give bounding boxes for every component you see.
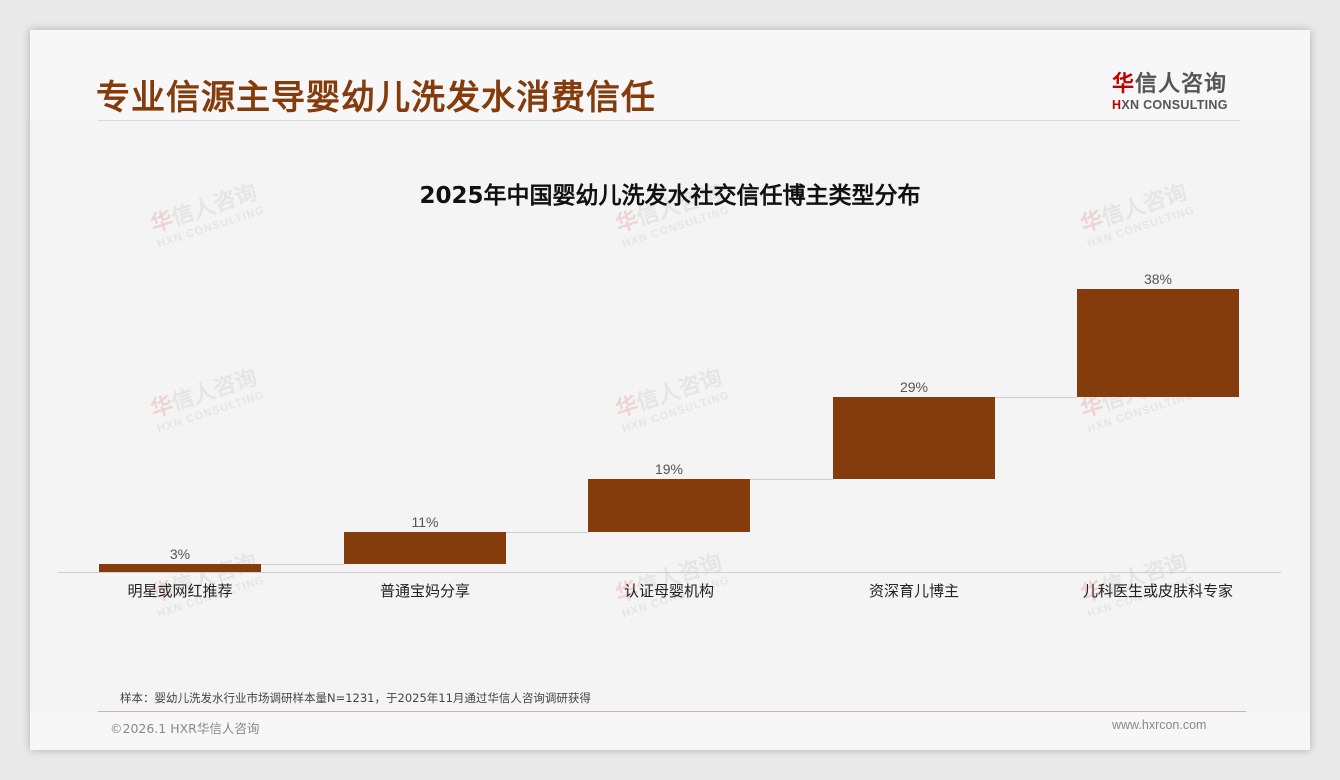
- copyright-text: ©2026.1 HXR华信人咨询: [110, 721, 260, 736]
- bar-1: [99, 563, 261, 572]
- bar-3: [588, 478, 750, 533]
- category-label: 普通宝妈分享: [379, 582, 470, 600]
- logo-en-text: XN CONSULTING: [1121, 98, 1228, 112]
- footer-divider: [98, 711, 1246, 712]
- value-label: 29%: [899, 378, 929, 395]
- category-label: 认证母婴机构: [623, 582, 714, 600]
- title-divider: [98, 120, 1240, 121]
- value-label: 19%: [654, 460, 684, 477]
- website-link[interactable]: www.hxrcon.com: [1112, 718, 1207, 732]
- category-label: 儿科医生或皮肤科专家: [1082, 582, 1233, 600]
- logo-cn-text: 信人咨询: [1135, 72, 1228, 97]
- waterfall-chart: 3% 明星或网红推荐 11% 普通宝妈分享 19% 认证母婴机构 29% 资深育儿博主 38% 儿…: [30, 30, 1310, 750]
- chart-title: 2025年中国婴幼儿洗发水社交信任博主类型分布: [419, 183, 921, 209]
- value-label: 11%: [411, 514, 439, 531]
- bar-5: [1077, 289, 1239, 397]
- logo-en: HXN CONSULTING: [1112, 98, 1242, 112]
- page-title: 专业信源主导婴幼儿洗发水消费信任: [96, 78, 656, 118]
- slide: 专业信源主导婴幼儿洗发水消费信任 华信人咨询 HXN CONSULTING 华信…: [30, 30, 1310, 750]
- header-band: [30, 30, 1310, 120]
- brand-logo: 华信人咨询 HXN CONSULTING: [1112, 66, 1242, 112]
- connector-line: [261, 563, 344, 565]
- logo-cn-accent: 华: [1112, 72, 1136, 97]
- value-label: 38%: [1143, 271, 1173, 287]
- bar-4: [833, 396, 995, 479]
- x-axis-line: [58, 572, 1281, 573]
- sample-note: 样本：婴幼儿洗发水行业市场调研样本量N=1231，于2025年11月通过华信人咨…: [120, 691, 591, 705]
- category-label: 明星或网红推荐: [127, 582, 233, 600]
- connector-line: [750, 478, 833, 480]
- value-label: 3%: [169, 545, 191, 562]
- connector-line: [506, 532, 588, 534]
- logo-en-accent: H: [1112, 98, 1122, 112]
- connector-line: [995, 396, 1077, 398]
- logo-cn: 华信人咨询: [1112, 66, 1242, 98]
- bar-2: [344, 532, 506, 564]
- category-label: 资深育儿博主: [868, 582, 959, 600]
- footer-band: [30, 712, 1310, 750]
